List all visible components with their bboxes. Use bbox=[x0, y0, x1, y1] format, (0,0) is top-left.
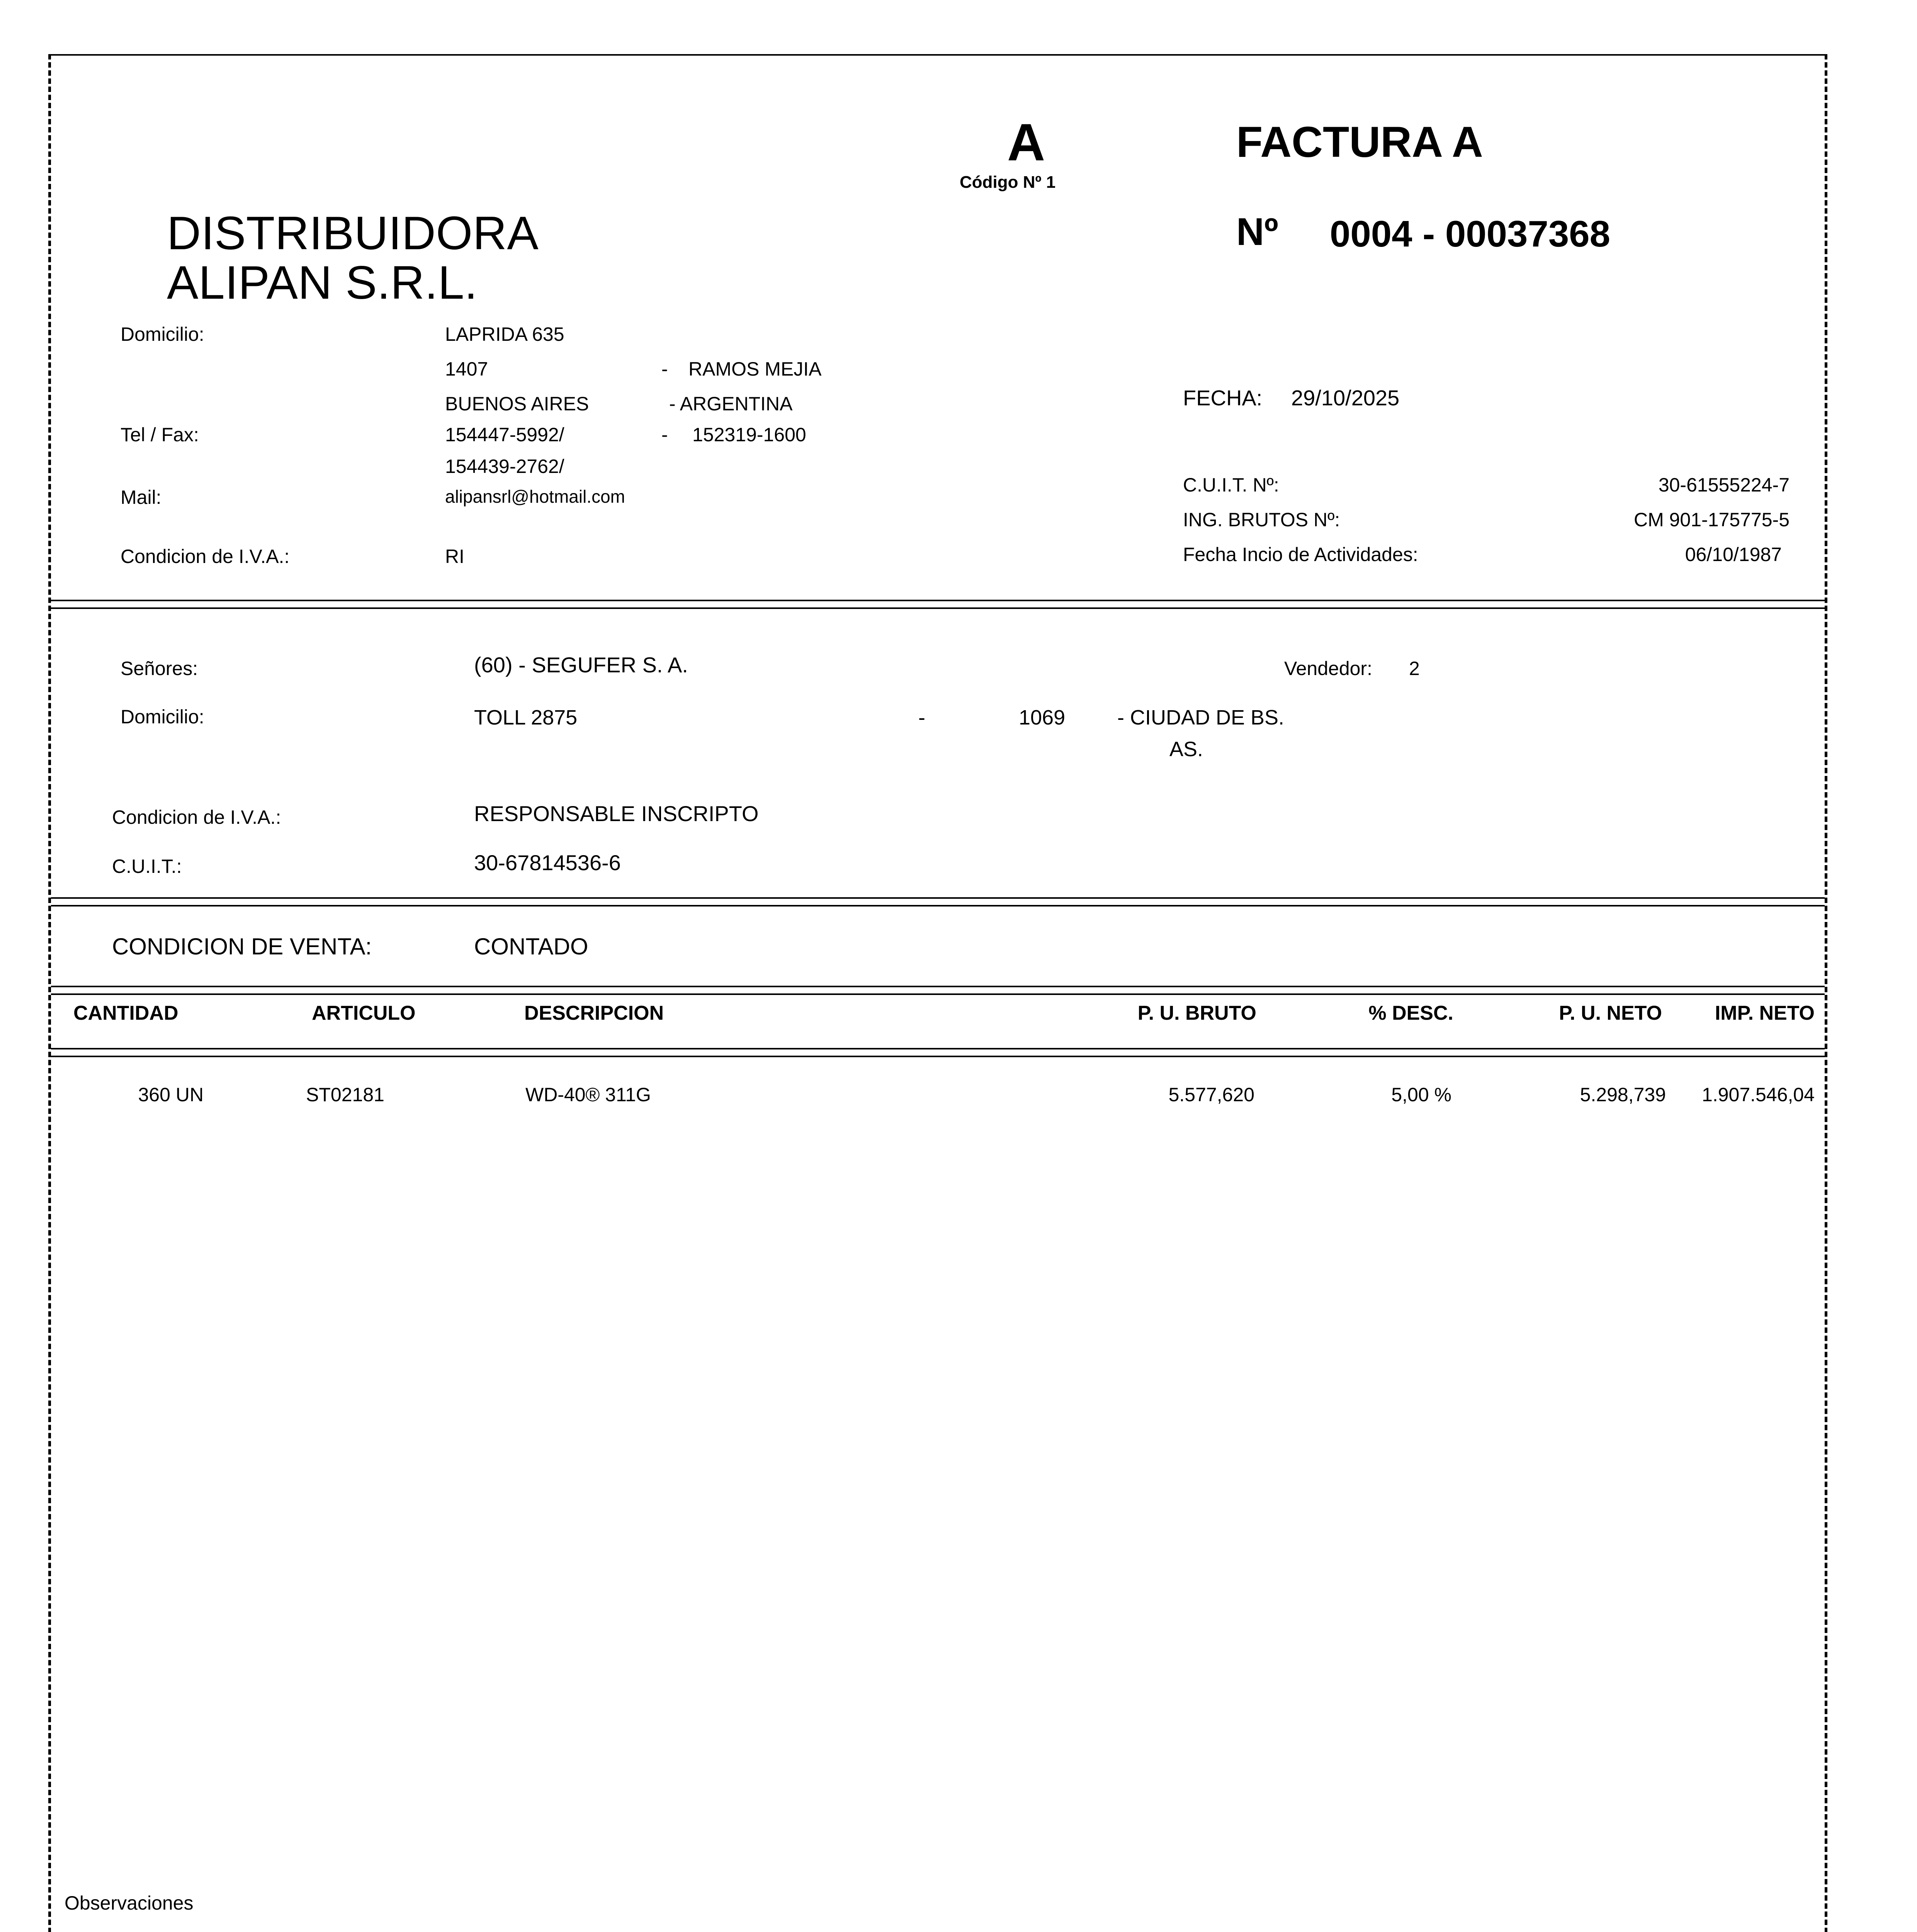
sale-terms-separator-rule-b bbox=[51, 993, 1825, 995]
cell-pu-bruto: 5.577,620 bbox=[1168, 1084, 1254, 1105]
invoice-sheet: DISTRIBUIDORA ALIPAN S.R.L. A Código Nº … bbox=[48, 54, 1827, 1932]
issuer-address-street: LAPRIDA 635 bbox=[445, 323, 564, 345]
items-header-rule-a bbox=[51, 1048, 1825, 1049]
issuer-name-line2: ALIPAN S.R.L. bbox=[167, 256, 478, 309]
customer-cuit-value: 30-67814536-6 bbox=[474, 850, 621, 875]
sale-terms-separator-rule-a bbox=[51, 986, 1825, 987]
cell-articulo: ST02181 bbox=[306, 1084, 384, 1105]
issuer-address-label: Domicilio: bbox=[121, 323, 204, 345]
col-header-pct-desc: % DESC. bbox=[1368, 1002, 1453, 1024]
observations-label: Observaciones bbox=[65, 1892, 194, 1914]
issuer-address-dash: - bbox=[661, 358, 668, 380]
header-separator-rule-b bbox=[51, 607, 1825, 609]
customer-address-street: TOLL 2875 bbox=[474, 706, 578, 729]
issuer-cuit-value: 30-61555224-7 bbox=[1658, 474, 1790, 496]
customer-iva-label: Condicion de I.V.A.: bbox=[112, 806, 281, 828]
col-header-articulo: ARTICULO bbox=[312, 1002, 416, 1024]
issuer-address-zip: 1407 bbox=[445, 358, 488, 380]
cell-pu-neto: 5.298,739 bbox=[1580, 1084, 1666, 1105]
issue-date-label: FECHA: bbox=[1183, 386, 1263, 410]
issuer-mail-label: Mail: bbox=[121, 486, 161, 508]
issuer-iva-label: Condicion de I.V.A.: bbox=[121, 546, 290, 567]
col-header-cantidad: CANTIDAD bbox=[73, 1002, 178, 1024]
customer-cuit-label: C.U.I.T.: bbox=[112, 855, 182, 877]
invoice-code-sublabel: Código Nº 1 bbox=[960, 173, 1056, 192]
issuer-address-city: RAMOS MEJIA bbox=[688, 358, 822, 380]
col-header-pu-bruto: P. U. BRUTO bbox=[1137, 1002, 1256, 1024]
document-type-title: FACTURA A bbox=[1236, 118, 1483, 166]
header-separator-rule-a bbox=[51, 600, 1825, 601]
issuer-phone-1: 154447-5992/ bbox=[445, 424, 564, 446]
frame-top-rule bbox=[51, 54, 1825, 56]
issuer-iibb-label: ING. BRUTOS Nº: bbox=[1183, 509, 1340, 531]
col-header-imp-neto: IMP. NETO bbox=[1715, 1002, 1815, 1024]
activity-start-value: 06/10/1987 bbox=[1685, 544, 1782, 565]
cell-imp-neto: 1.907.546,04 bbox=[1702, 1084, 1815, 1105]
customer-address-zip: 1069 bbox=[1019, 706, 1066, 729]
customer-address-city-line2: AS. bbox=[1169, 738, 1203, 761]
col-header-pu-neto: P. U. NETO bbox=[1559, 1002, 1662, 1024]
sale-terms-label: CONDICION DE VENTA: bbox=[112, 934, 372, 959]
seller-label: Vendedor: bbox=[1284, 658, 1372, 679]
issuer-iva-value: RI bbox=[445, 546, 464, 567]
issuer-name-line1: DISTRIBUIDORA bbox=[167, 207, 539, 259]
sale-terms-value: CONTADO bbox=[474, 934, 588, 959]
invoice-code-letter: A bbox=[1007, 113, 1045, 172]
cell-pct-desc: 5,00 % bbox=[1391, 1084, 1451, 1105]
issuer-phone-label: Tel / Fax: bbox=[121, 424, 199, 446]
customer-iva-value: RESPONSABLE INSCRIPTO bbox=[474, 801, 759, 826]
customer-separator-rule-b bbox=[51, 905, 1825, 906]
cell-cantidad: 360 UN bbox=[138, 1084, 204, 1105]
cell-descripcion: WD-40® 311G bbox=[525, 1084, 651, 1105]
customer-address-city-line1: - CIUDAD DE BS. bbox=[1117, 706, 1285, 729]
issue-date-value: 29/10/2025 bbox=[1291, 386, 1400, 410]
customer-separator-rule-a bbox=[51, 897, 1825, 899]
customer-name-label: Señores: bbox=[121, 658, 198, 679]
issuer-phone-3: 154439-2762/ bbox=[445, 456, 564, 477]
document-number-value: 0004 - 00037368 bbox=[1330, 213, 1610, 255]
issuer-address-country: - ARGENTINA bbox=[669, 393, 793, 415]
col-header-descripcion: DESCRIPCION bbox=[524, 1002, 664, 1024]
issuer-iibb-value: CM 901-175775-5 bbox=[1633, 509, 1790, 531]
issuer-phone-2: 152319-1600 bbox=[692, 424, 806, 446]
issuer-mail-value: alipansrl@hotmail.com bbox=[445, 486, 625, 507]
customer-address-label: Domicilio: bbox=[121, 706, 204, 728]
items-header-rule-b bbox=[51, 1056, 1825, 1057]
issuer-address-province: BUENOS AIRES bbox=[445, 393, 589, 415]
document-number-label: Nº bbox=[1236, 210, 1278, 253]
issuer-cuit-label: C.U.I.T. Nº: bbox=[1183, 474, 1279, 496]
seller-value: 2 bbox=[1409, 658, 1420, 679]
customer-address-dash: - bbox=[918, 706, 925, 729]
customer-name-value: (60) - SEGUFER S. A. bbox=[474, 653, 688, 677]
activity-start-label: Fecha Incio de Actividades: bbox=[1183, 544, 1418, 565]
issuer-phone-dash: - bbox=[661, 424, 668, 446]
